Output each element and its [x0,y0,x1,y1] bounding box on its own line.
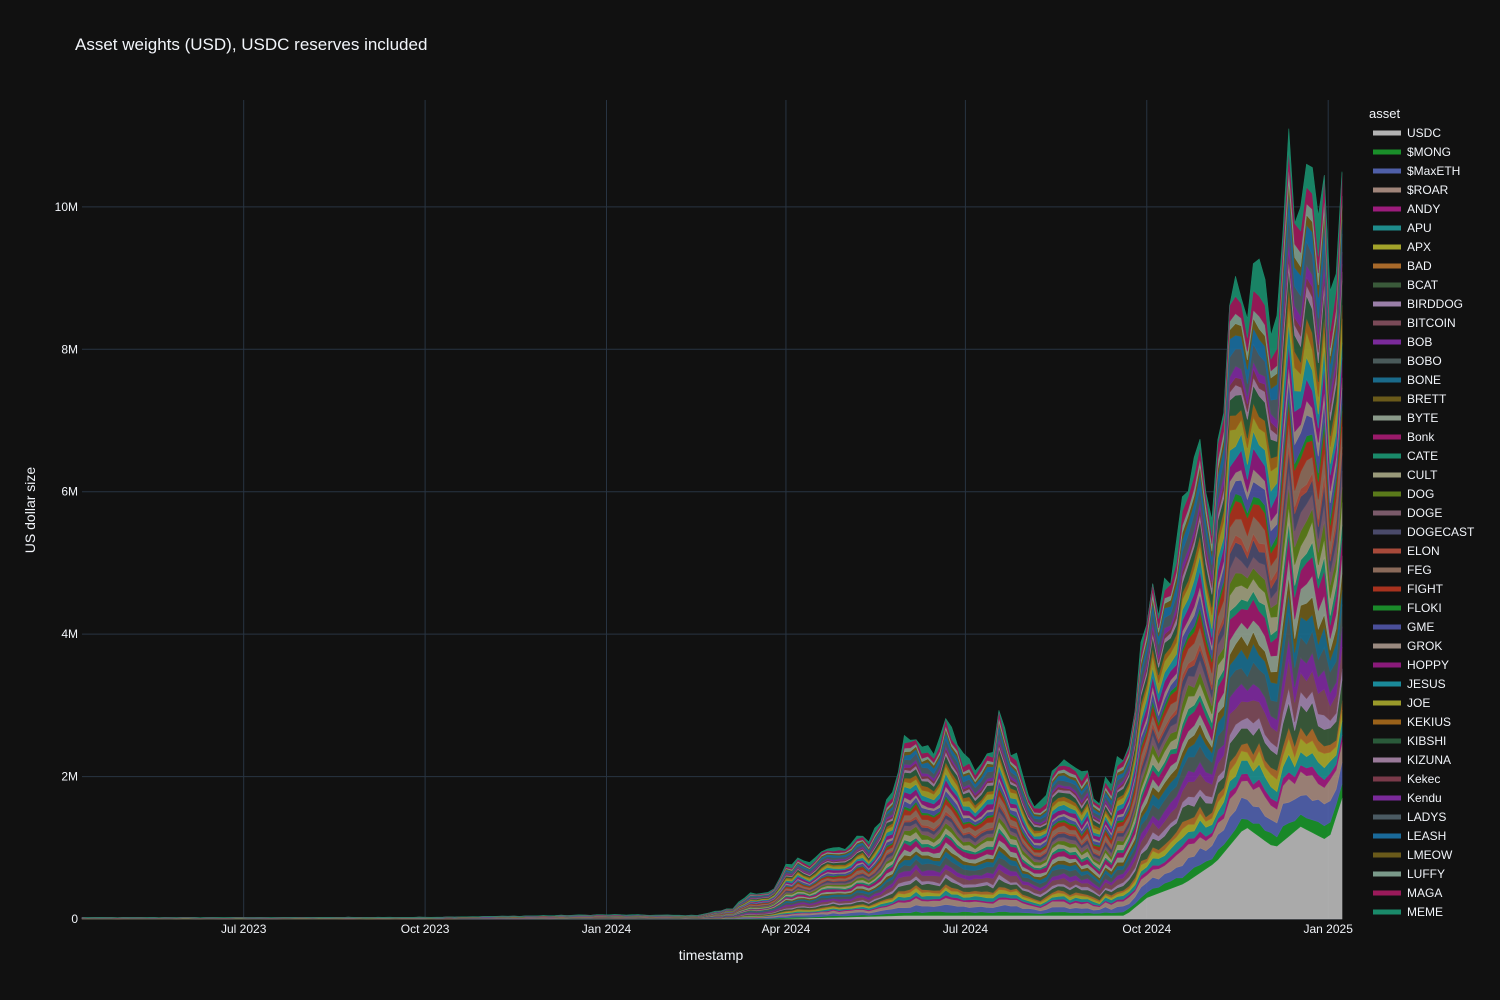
legend-item-label: BIRDDOG [1407,297,1463,311]
legend-item-label: USDC [1407,126,1441,140]
legend-item-label: GME [1407,620,1434,634]
legend-item-label: BONE [1407,373,1441,387]
legend-item-label: Bonk [1407,430,1435,444]
legend-item-label: BCAT [1407,278,1439,292]
x-axis-ticks: Jul 2023 Oct 2023 Jan 2024 Apr 2024 Jul 2024… [221,922,1353,936]
y-tick-label: 2M [61,770,78,784]
y-tick-label: 10M [55,200,78,214]
legend-item-label: LUFFY [1407,867,1445,881]
legend: asset USDC $MONG $MaxETH $ROAR ANDY APU APX BAD… [1369,106,1475,919]
legend-item-label: LMEOW [1407,848,1453,862]
x-tick-label: Jul 2024 [943,922,989,936]
legend-item-label: FIGHT [1407,582,1444,596]
stacked-areas [81,128,1343,920]
legend-item-label: HOPPY [1407,658,1449,672]
legend-item-label: $ROAR [1407,183,1449,197]
x-tick-label: Jul 2023 [221,922,267,936]
x-tick-label: Apr 2024 [762,922,811,936]
legend-item-label: FLOKI [1407,601,1442,615]
legend-item-label: APX [1407,240,1431,254]
legend-item-label: GROK [1407,639,1442,653]
legend-item-label: BRETT [1407,392,1447,406]
x-tick-label: Jan 2025 [1304,922,1354,936]
legend-item-label: $MONG [1407,145,1451,159]
legend-item-label: BOB [1407,335,1432,349]
legend-item-label: MAGA [1407,886,1442,900]
legend-item-label: ANDY [1407,202,1440,216]
chart-title: Asset weights (USD), USDC reserves inclu… [75,35,427,54]
y-axis-title: US dollar size [22,467,38,554]
legend-item-label: Kendu [1407,791,1442,805]
legend-item-label: KIZUNA [1407,753,1451,767]
area-series-meme [81,128,1343,919]
legend-item-label: CATE [1407,449,1438,463]
legend-item-label: KEKIUS [1407,715,1451,729]
y-tick-label: 6M [61,485,78,499]
legend-item-label: LADYS [1407,810,1446,824]
legend-item-label: FEG [1407,563,1432,577]
x-tick-label: Jan 2024 [582,922,632,936]
legend-item-label: Kekec [1407,772,1440,786]
x-tick-label: Oct 2024 [1122,922,1171,936]
x-axis-title: timestamp [679,947,744,963]
legend-item-label: ELON [1407,544,1440,558]
legend-item-label: JOE [1407,696,1430,710]
legend-item-label: LEASH [1407,829,1446,843]
legend-item-label: DOGECAST [1407,525,1475,539]
legend-item-label: CULT [1407,468,1438,482]
legend-item-label: DOGE [1407,506,1442,520]
legend-title: asset [1369,106,1400,121]
legend-item-label: BAD [1407,259,1432,273]
legend-item-label: $MaxETH [1407,164,1460,178]
grid-lines [82,100,1342,920]
legend-item-label: DOG [1407,487,1434,501]
y-tick-label: 8M [61,342,78,356]
legend-item-label: APU [1407,221,1432,235]
legend-item-label: KIBSHI [1407,734,1446,748]
y-tick-label: 0 [71,912,78,926]
legend-item-label: MEME [1407,905,1443,919]
legend-item-label: JESUS [1407,677,1446,691]
legend-item-label: BYTE [1407,411,1438,425]
y-tick-label: 4M [61,627,78,641]
y-axis-ticks: 0 2M 4M 6M 8M 10M [55,200,79,926]
legend-item-label: BOBO [1407,354,1442,368]
x-tick-label: Oct 2023 [401,922,450,936]
legend-item-label: BITCOIN [1407,316,1456,330]
